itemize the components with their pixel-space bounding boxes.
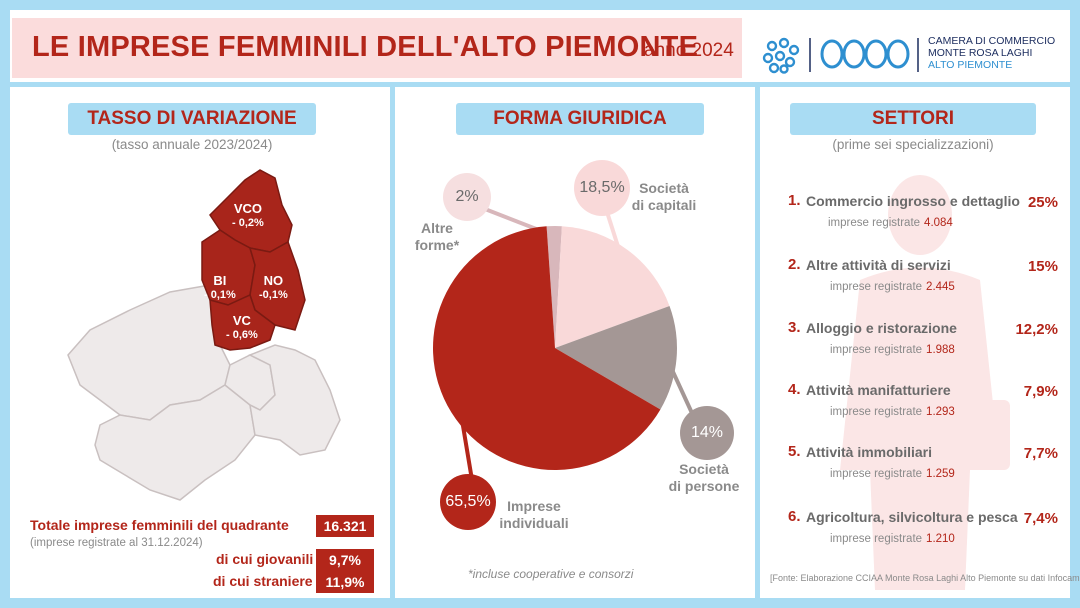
page-title: LE IMPRESE FEMMINILI DELL'ALTO PIEMONTE [32, 31, 699, 63]
sector-registered: imprese registrate 1.259 [830, 468, 955, 480]
column-divider [755, 82, 760, 598]
sector-registered: imprese registrate 2.445 [830, 281, 955, 293]
variazione-subheading: (tasso annuale 2023/2024) [111, 137, 273, 152]
sector-number: 1. [788, 192, 801, 209]
sector-number: 2. [788, 256, 801, 273]
pie-value-persone: 14% [680, 406, 734, 460]
pie-slice-altre [546, 225, 562, 348]
variazione-heading: TASSO DI VARIAZIONE [68, 103, 316, 135]
pie-value-individuali: 65,5% [440, 474, 496, 530]
sector-name: Agricoltura, silvicoltura e pesca [806, 509, 1018, 525]
map-region-alessandria [248, 344, 341, 456]
map-region-no [248, 240, 306, 331]
sector-percentage: 7,7% [1023, 445, 1058, 462]
straniere-value: 11,9% [316, 571, 374, 593]
sector-registered: imprese registrate 1.210 [830, 533, 955, 545]
pie-label-persone: Società di persone [668, 461, 740, 494]
chamber-logo-text: CAMERA DI COMMERCIO MONTE ROSA LAGHI ALT… [928, 35, 1056, 71]
sector-number: 5. [788, 443, 801, 460]
sector-percentage: 15% [1027, 258, 1058, 275]
map-region-vc [209, 293, 276, 351]
sector-name: Attività immobiliari [806, 444, 933, 460]
giovanili-value: 9,7% [316, 549, 374, 571]
forma-note: *incluse cooperative e consorzi [468, 567, 634, 581]
pie-value-capitali: 18,5% [574, 160, 630, 216]
sector-percentage: 7,9% [1023, 383, 1058, 400]
pie-label-capitali: Società di capitali [631, 180, 697, 213]
province-vc: VC - 0,6% [226, 313, 258, 341]
sector-name: Alloggio e ristorazione [806, 320, 957, 336]
source-note: [Fonte: Elaborazione CCIAA Monte Rosa La… [770, 573, 1080, 583]
sector-name: Attività manifatturiere [806, 382, 951, 398]
sector-registered: imprese registrate 1.988 [830, 344, 955, 356]
pie-slice-individuali [432, 226, 661, 470]
pie-slice-capitali [555, 226, 670, 348]
sector-number: 4. [788, 381, 801, 398]
giovanili-label: di cui giovanili [216, 551, 314, 567]
sector-percentage: 25% [1027, 194, 1058, 211]
sector-registered: imprese registrate 4.084 [828, 217, 953, 229]
settori-subheading: (prime sei specializzazioni) [832, 137, 994, 152]
province-vco: VCO - 0,2% [232, 201, 264, 229]
sector-name: Altre attività di servizi [806, 257, 951, 273]
pie-label-altre: Altre forme* [414, 220, 460, 253]
sector-percentage: 12,2% [1015, 321, 1058, 338]
column-divider [390, 82, 395, 598]
pie-value-altre: 2% [443, 173, 491, 221]
province-bi: BI - 0,1% [204, 273, 236, 301]
sector-percentage: 7,4% [1023, 510, 1058, 527]
settori-heading: SETTORI [790, 103, 1036, 135]
sector-number: 6. [788, 508, 801, 525]
sector-number: 3. [788, 319, 801, 336]
title-bar: LE IMPRESE FEMMINILI DELL'ALTO PIEMONTE … [12, 18, 742, 78]
header-divider [10, 82, 1070, 87]
forma-heading: FORMA GIURIDICA [456, 103, 704, 135]
map-region-cuneo [94, 384, 256, 501]
sector-name: Commercio ingrosso e dettaglio [806, 193, 1020, 209]
year-label: anno 2024 [644, 40, 734, 61]
straniere-label: di cui straniere [213, 573, 313, 589]
totale-value: 16.321 [316, 515, 374, 537]
totale-label: Totale imprese femminili del quadrante [30, 517, 289, 533]
piemonte-map [67, 169, 341, 501]
sector-registered: imprese registrate 1.293 [830, 406, 955, 418]
woman-silhouette-icon [840, 175, 1010, 590]
chamber-logo-icon [762, 37, 919, 74]
totale-note: (imprese registrate al 31.12.2024) [30, 537, 203, 549]
pie-label-individuali: Imprese individuali [499, 498, 569, 531]
pie-slice-persone [555, 305, 677, 410]
province-no: NO -0,1% [259, 273, 288, 301]
